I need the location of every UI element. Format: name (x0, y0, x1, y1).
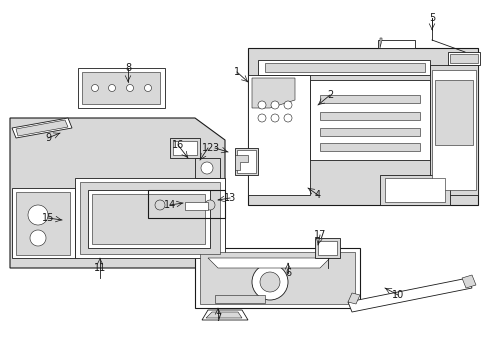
Text: 16: 16 (171, 140, 184, 150)
Text: 11: 11 (94, 263, 106, 273)
Circle shape (155, 200, 164, 210)
Text: 17: 17 (313, 230, 325, 240)
Circle shape (270, 114, 279, 122)
Polygon shape (447, 52, 479, 65)
Polygon shape (215, 295, 264, 303)
Polygon shape (12, 188, 75, 258)
Circle shape (284, 101, 291, 109)
Text: 5: 5 (428, 13, 434, 23)
Polygon shape (12, 118, 72, 138)
Polygon shape (235, 148, 258, 175)
Polygon shape (384, 178, 444, 202)
Text: 1: 1 (233, 67, 240, 77)
Text: 6: 6 (285, 268, 290, 278)
Text: 9: 9 (45, 133, 51, 143)
Circle shape (108, 85, 115, 91)
Polygon shape (379, 175, 449, 205)
Text: 14: 14 (163, 200, 176, 210)
Polygon shape (247, 48, 477, 205)
Polygon shape (317, 241, 336, 255)
Polygon shape (247, 75, 309, 195)
Circle shape (258, 114, 265, 122)
Circle shape (260, 272, 280, 292)
Text: 8: 8 (124, 63, 131, 73)
Circle shape (284, 114, 291, 122)
Polygon shape (347, 278, 471, 312)
Text: 2: 2 (326, 90, 332, 100)
Text: 7: 7 (214, 313, 221, 323)
Polygon shape (207, 258, 329, 268)
Circle shape (30, 230, 46, 246)
Polygon shape (184, 202, 207, 210)
Polygon shape (314, 238, 339, 258)
Polygon shape (309, 80, 429, 160)
Polygon shape (75, 178, 224, 258)
Polygon shape (88, 190, 209, 248)
Polygon shape (173, 141, 197, 155)
Polygon shape (80, 182, 220, 254)
Text: 13: 13 (224, 193, 236, 203)
Polygon shape (82, 72, 160, 104)
Polygon shape (319, 112, 419, 120)
Polygon shape (195, 248, 359, 308)
Polygon shape (92, 194, 204, 244)
Polygon shape (10, 118, 224, 268)
Circle shape (204, 200, 215, 210)
Polygon shape (377, 40, 414, 48)
Polygon shape (379, 38, 381, 48)
Polygon shape (16, 192, 70, 255)
Polygon shape (16, 120, 68, 136)
Text: 12: 12 (202, 143, 214, 153)
Polygon shape (170, 138, 200, 158)
Circle shape (251, 264, 287, 300)
Polygon shape (429, 65, 477, 195)
Polygon shape (258, 60, 429, 75)
Polygon shape (200, 252, 354, 304)
Polygon shape (461, 275, 475, 288)
Polygon shape (202, 310, 247, 320)
Polygon shape (449, 54, 477, 63)
Circle shape (126, 85, 133, 91)
Polygon shape (347, 293, 359, 304)
Polygon shape (264, 63, 424, 72)
Polygon shape (78, 68, 164, 108)
Text: 4: 4 (314, 190, 321, 200)
Polygon shape (205, 312, 242, 318)
Text: 10: 10 (391, 290, 403, 300)
Polygon shape (319, 95, 419, 103)
Polygon shape (235, 155, 247, 170)
Polygon shape (319, 143, 419, 151)
Circle shape (28, 205, 48, 225)
Circle shape (270, 101, 279, 109)
Circle shape (201, 162, 213, 174)
Polygon shape (195, 158, 220, 178)
Circle shape (258, 101, 265, 109)
Polygon shape (237, 150, 256, 173)
Circle shape (91, 85, 98, 91)
Text: 15: 15 (42, 213, 54, 223)
Polygon shape (434, 80, 472, 145)
Polygon shape (251, 78, 294, 108)
Polygon shape (319, 128, 419, 136)
Polygon shape (431, 70, 475, 190)
Circle shape (144, 85, 151, 91)
Text: 3: 3 (211, 143, 218, 153)
